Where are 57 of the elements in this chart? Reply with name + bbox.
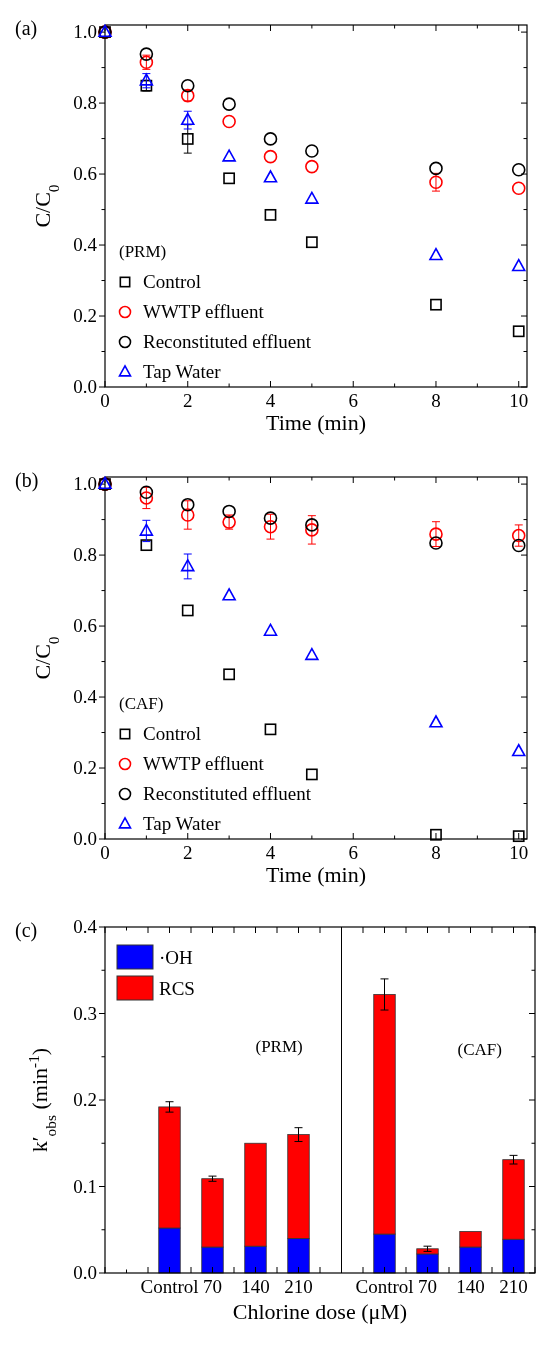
y-tick-label: 0.0 xyxy=(73,376,97,397)
legend-label: Reconstituted effluent xyxy=(143,331,312,352)
legend-label: RCS xyxy=(159,978,195,999)
legend-label: ·OH xyxy=(159,947,194,968)
y-tick-label: 0.2 xyxy=(73,305,97,327)
x-tick-label: 4 xyxy=(265,842,276,863)
x-axis-title: Time (min) xyxy=(265,410,367,435)
y-tick-label: 0.4 xyxy=(73,234,98,256)
legend-label: Tap Water xyxy=(143,813,222,834)
y-tick-label: 0.8 xyxy=(73,544,97,566)
x-tick-label: 6 xyxy=(348,390,358,411)
annotation: (CAF) xyxy=(119,694,164,713)
x-tick-label: 6 xyxy=(348,842,358,863)
y-tick-label: 0.2 xyxy=(73,1089,97,1110)
y-tick-label: 0.8 xyxy=(73,92,97,114)
legend-label: Reconstituted effluent xyxy=(143,783,312,804)
x-axis-title: Time (min) xyxy=(265,862,367,887)
annotation: (PRM) xyxy=(119,242,167,261)
x-tick-label: Control xyxy=(140,1276,199,1297)
x-tick-label: 8 xyxy=(431,390,441,411)
x-tick-label: 10 xyxy=(509,842,529,863)
legend-label: WWTP effluent xyxy=(143,753,265,774)
y-tick-label: 0.0 xyxy=(73,1262,97,1283)
x-tick-label: 70 xyxy=(418,1276,437,1297)
x-tick-label: 8 xyxy=(431,842,441,863)
y-tick-label: 0.6 xyxy=(73,615,97,637)
y-tick-label: 0.0 xyxy=(73,828,97,849)
x-tick-label: 210 xyxy=(499,1276,528,1297)
x-tick-label: 4 xyxy=(265,390,276,411)
legend-label: Tap Water xyxy=(143,361,222,382)
y-tick-label: 0.2 xyxy=(73,757,97,779)
y-tick-label: 0.1 xyxy=(73,1175,97,1197)
y-tick-label: 0.4 xyxy=(73,916,98,937)
chart-title: (c) xyxy=(15,919,38,942)
x-tick-label: 2 xyxy=(183,390,193,411)
chart-title: (b) xyxy=(15,469,39,492)
y-tick-label: 1.0 xyxy=(73,473,97,495)
legend-label: WWTP effluent xyxy=(143,301,265,322)
annotation: (CAF) xyxy=(457,1040,503,1060)
annotation: (PRM) xyxy=(255,1036,303,1056)
x-tick-label: 0 xyxy=(100,842,110,863)
x-tick-label: 10 xyxy=(509,390,529,411)
x-tick-label: 210 xyxy=(284,1276,313,1297)
y-tick-label: 0.4 xyxy=(73,686,98,708)
x-tick-label: 140 xyxy=(456,1276,485,1297)
y-tick-label: 0.3 xyxy=(73,1002,97,1024)
x-tick-label: 70 xyxy=(203,1276,222,1297)
legend-label: Control xyxy=(143,271,202,292)
y-tick-label: 0.6 xyxy=(73,163,97,185)
x-tick-label: Control xyxy=(355,1276,414,1297)
chart-title: (a) xyxy=(15,17,38,40)
x-axis-title: Chlorine dose (μM) xyxy=(232,1299,408,1324)
x-tick-label: 140 xyxy=(241,1276,270,1297)
y-tick-label: 1.0 xyxy=(73,21,97,43)
x-tick-label: 2 xyxy=(183,842,193,863)
legend-label: Control xyxy=(143,723,202,744)
x-tick-label: 0 xyxy=(100,390,110,411)
